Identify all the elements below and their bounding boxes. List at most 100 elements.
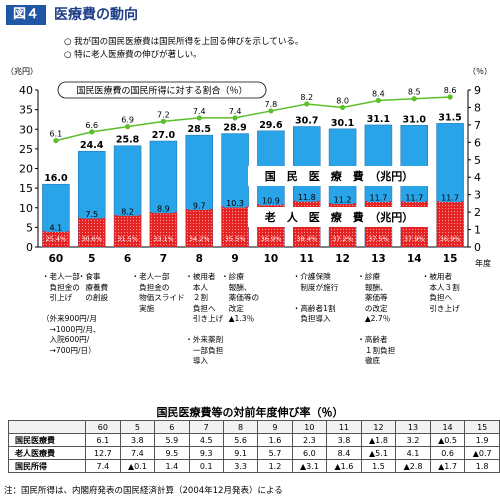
ratio-value-label: 8.4	[372, 89, 385, 98]
policy-note-line: 実施	[131, 303, 155, 313]
year-tick-label: 6	[124, 253, 131, 265]
note-line: ○ 特に老人医療費の伸びが著しい。	[64, 50, 202, 60]
elderly-legend-box	[248, 207, 430, 227]
policy-note-line: 本人３割	[421, 282, 460, 292]
ratio-point	[232, 115, 238, 121]
year-tick-label: 15	[443, 253, 458, 265]
elderly-value-label: 10.9	[262, 197, 280, 206]
policy-note-line: 引上げ	[41, 293, 73, 302]
policy-note-line: 負担金の	[131, 282, 170, 292]
ratio-legend-label: 国民医療費の国民所得に対する割合（％）	[76, 85, 247, 97]
elderly-cost-bar	[42, 230, 70, 247]
year-tick-label: 12	[335, 253, 350, 265]
table-year-header: 10	[291, 420, 328, 434]
policy-note-line: 引き上げ	[421, 303, 460, 313]
elderly-share-label: 37.9%	[404, 235, 425, 243]
policy-note: ・被用者 本人３割 負担へ 引き上げ	[422, 272, 460, 314]
elderly-value-label: 10.3	[226, 199, 244, 208]
year-tick-label: 10	[264, 253, 279, 265]
note-line: ○ 我が国の国民医療費は国民所得を上回る伸びを示している。	[64, 37, 304, 47]
elderly-label-bg	[116, 206, 139, 216]
elderly-label-bg	[259, 196, 282, 206]
table-cell: 0.6	[429, 446, 466, 460]
table-cell: 9.5	[154, 446, 190, 460]
table-row-label: 老人医療費	[7, 446, 87, 460]
table-year-header: 12	[360, 420, 397, 434]
policy-note-line: ・食事	[77, 272, 101, 281]
ratio-value-label: 6.1	[50, 130, 63, 139]
ratio-point	[89, 129, 95, 135]
national-value-label: 16.0	[44, 173, 68, 184]
table-year-header: 8	[222, 420, 259, 434]
policy-note-line: 負担導入	[292, 314, 331, 323]
table-row-label: 国民所得	[7, 459, 87, 473]
table-cell: 1.9	[464, 433, 500, 447]
policy-note: ・老人一部 負担金の 物価スライド 実施	[132, 272, 185, 314]
ratio-value-label: 7.8	[265, 100, 278, 109]
table-year-header: 6	[154, 420, 190, 434]
left-tick-label: 5	[26, 221, 33, 234]
table-cell: 1.5	[360, 459, 397, 473]
policy-note-line: →700円/日）	[41, 345, 96, 355]
table-cell: 5.7	[257, 446, 293, 460]
right-tick-label: 6	[474, 136, 481, 149]
elderly-cost-bar	[114, 214, 142, 247]
national-legend-label: 国 民 医 療 費 （兆円）	[265, 169, 414, 183]
policy-note-line: の創設	[77, 293, 109, 302]
ratio-value-label: 6.9	[121, 116, 134, 125]
elderly-label-bg	[331, 195, 354, 205]
elderly-value-label: 4.1	[50, 223, 63, 232]
table-cell: 1.6	[257, 433, 293, 447]
table-cell: ▲1.6	[326, 459, 362, 473]
national-value-label: 28.9	[223, 123, 246, 134]
ratio-legend-box	[57, 81, 267, 99]
left-tick-label: 20	[19, 163, 33, 176]
ratio-point	[124, 124, 131, 130]
figure-title: 医療費の動向	[54, 7, 138, 23]
table-cell: 7.4	[119, 446, 156, 460]
table-cell: 3.2	[395, 433, 431, 447]
table-cell: 1.4	[154, 459, 190, 473]
policy-note-line: の改定	[357, 303, 388, 313]
policy-note-line: →1000円/月、	[41, 324, 101, 334]
table-cell: 9.1	[222, 446, 259, 460]
elderly-value-label: 11.7	[441, 194, 459, 203]
policy-note-line: 負担金の	[41, 282, 80, 292]
ratio-value-label: 6.6	[85, 121, 98, 130]
footnote: 注：国民所得は、内閣府発表の国民経済計算（2004年12月発表）による	[4, 486, 283, 496]
year-tick-label: 7	[160, 253, 167, 265]
policy-note: ・食事 療養費 の創設	[78, 272, 108, 304]
policy-note-line: ・老人一部	[131, 272, 170, 281]
national-value-label: 30.1	[331, 118, 354, 129]
table-year-header: 9	[257, 420, 293, 434]
policy-note-line: ・外来薬剤	[185, 335, 224, 344]
policy-note-line: 薬価等の	[221, 293, 260, 302]
ratio-value-label: 7.2	[157, 110, 170, 119]
ratio-value-label: 8.5	[408, 88, 421, 97]
table-row: 国民所得 7.4 ▲0.1 1.4 0.1 3.3 1.2 ▲3.1 ▲1.6 1.5 ▲2.8 ▲1…	[7, 459, 500, 473]
national-legend-box	[248, 166, 430, 186]
year-tick-label: 60	[49, 253, 64, 265]
ratio-line	[55, 96, 451, 142]
policy-note-line: 一部負担	[185, 345, 224, 355]
elderly-label-bg	[295, 192, 318, 202]
policy-note-line: ・被用者	[421, 272, 453, 281]
ratio-value-label: 8.2	[300, 93, 313, 102]
policy-note-line: 負担へ	[421, 293, 453, 302]
right-tick-label: 5	[474, 154, 481, 167]
table-cell: 1.2	[257, 459, 293, 473]
policy-note-line: （外来900円/月	[41, 314, 97, 323]
elderly-cost-bar	[185, 208, 213, 247]
policy-note-line: 報酬、	[221, 282, 252, 292]
year-tick-label: 11	[299, 253, 314, 265]
x-axis-unit: 年度	[475, 258, 491, 268]
table-cell: ▲0.5	[429, 433, 466, 447]
ratio-value-label: 7.4	[193, 107, 206, 116]
ratio-point	[447, 94, 453, 100]
ratio-point	[411, 96, 417, 102]
left-tick-label: 40	[19, 84, 33, 97]
elderly-share-label: 38.4%	[296, 235, 317, 243]
year-tick-label: 5	[88, 253, 95, 265]
national-value-label: 31.0	[403, 114, 427, 125]
policy-note-line: ・高齢者1割	[292, 303, 336, 313]
